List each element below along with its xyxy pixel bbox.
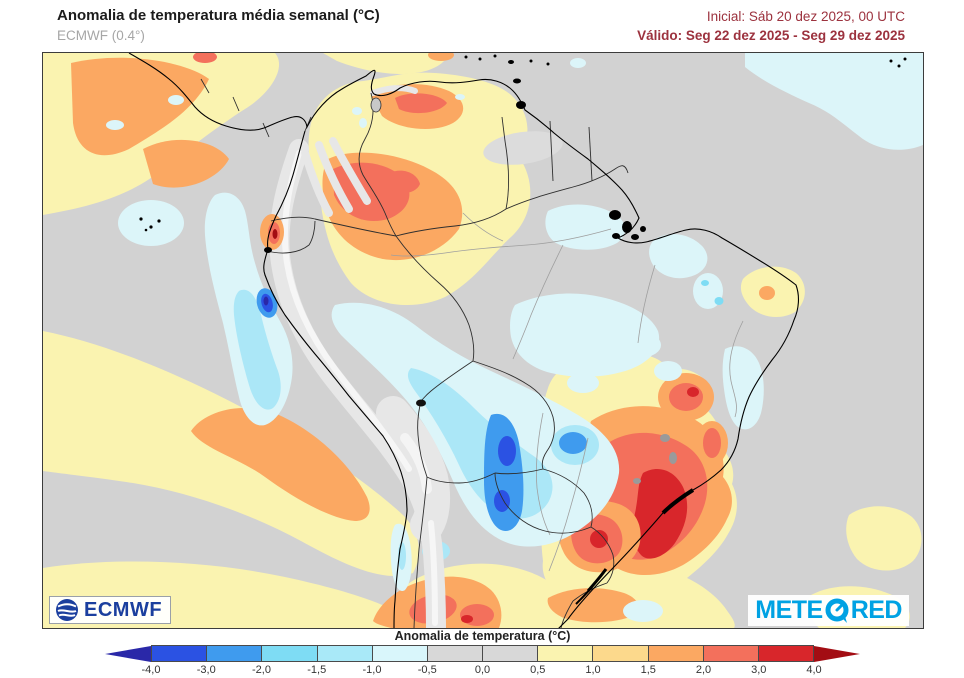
- colorbar-segment: [316, 646, 372, 661]
- model-label: ECMWF (0.4°): [57, 28, 145, 43]
- colorbar-segment: [592, 646, 648, 661]
- colorbar-tick-label: -1,5: [307, 664, 327, 676]
- colorbar-segment: [702, 646, 758, 661]
- warm-anomaly-layer: [43, 53, 922, 628]
- colorbar-tick-label: 0,5: [530, 664, 546, 676]
- colorbar-tick-label: -2,0: [252, 664, 271, 676]
- init-date-label: Inicial: Sáb 20 dez 2025, 00 UTC: [706, 9, 905, 24]
- ecmwf-logo: ECMWF: [49, 596, 172, 624]
- forecast-dates: Inicial: Sáb 20 dez 2025, 00 UTC Válido:…: [637, 7, 905, 45]
- ecmwf-globe-icon: [56, 599, 78, 621]
- meteored-logo: METE RED: [748, 595, 909, 626]
- colorbar-segment: [152, 646, 207, 661]
- colorbar-segment: [537, 646, 593, 661]
- south-america-anomaly-svg: [43, 53, 923, 628]
- colorbar-tick-label: 1,0: [585, 664, 601, 676]
- colorbar-segment: [426, 646, 483, 661]
- water-details: [139, 54, 907, 407]
- colorbar-segment: [757, 646, 814, 661]
- colorbar-ticks: -4,0 -3,0 -2,0 -1,5 -1,0 -0,5 0,0 0,5 1,0 1,5 2,0 3…: [105, 664, 860, 678]
- colorbar-title: Anomalia de temperatura (°C): [394, 629, 571, 643]
- colorbar-tick-label: -1,0: [362, 664, 382, 676]
- colorbar-right-arrow: [814, 645, 860, 662]
- colorbar-tick-label: 1,5: [640, 664, 656, 676]
- colorbar-tick-label: -3,0: [196, 664, 216, 676]
- coastline: [128, 53, 799, 628]
- colorbar-segments: [151, 645, 814, 662]
- colorbar-tick-label: 2,0: [695, 664, 712, 676]
- andes-terrain: [269, 85, 563, 628]
- page-title: Anomalia de temperatura média semanal (°…: [57, 7, 380, 24]
- colorbar-left-arrow: [105, 645, 151, 662]
- colorbar-tick-label: -0,5: [417, 664, 437, 676]
- ecmwf-logo-text: ECMWF: [84, 598, 163, 621]
- valid-date-label: Válido: Seg 22 dez 2025 - Seg 29 dez 202…: [637, 28, 905, 43]
- anomaly-map: ECMWF METE RED: [42, 52, 924, 629]
- meteored-text-right: RED: [850, 596, 903, 624]
- colorbar-tick-label: -4,0: [141, 664, 161, 676]
- colorbar-bar: [105, 645, 860, 662]
- colorbar-tick-label: 0,0: [474, 664, 491, 676]
- colorbar-segment: [261, 646, 317, 661]
- meteored-bubble-icon: [825, 598, 849, 623]
- colorbar-segment: [206, 646, 262, 661]
- colorbar-tick-label: 4,0: [806, 664, 822, 676]
- meteored-text-left: METE: [755, 596, 823, 624]
- rivers: [390, 212, 744, 572]
- cold-anomaly-layer: [106, 53, 923, 622]
- colorbar: Anomalia de temperatura (°C) -4,0 -3,0 -2,…: [105, 629, 860, 678]
- colorbar-segment: [647, 646, 703, 661]
- colorbar-segment: [482, 646, 538, 661]
- urban-gray-dots: [633, 434, 677, 484]
- colorbar-tick-label: 3,0: [751, 664, 767, 676]
- colorbar-segment: [371, 646, 427, 661]
